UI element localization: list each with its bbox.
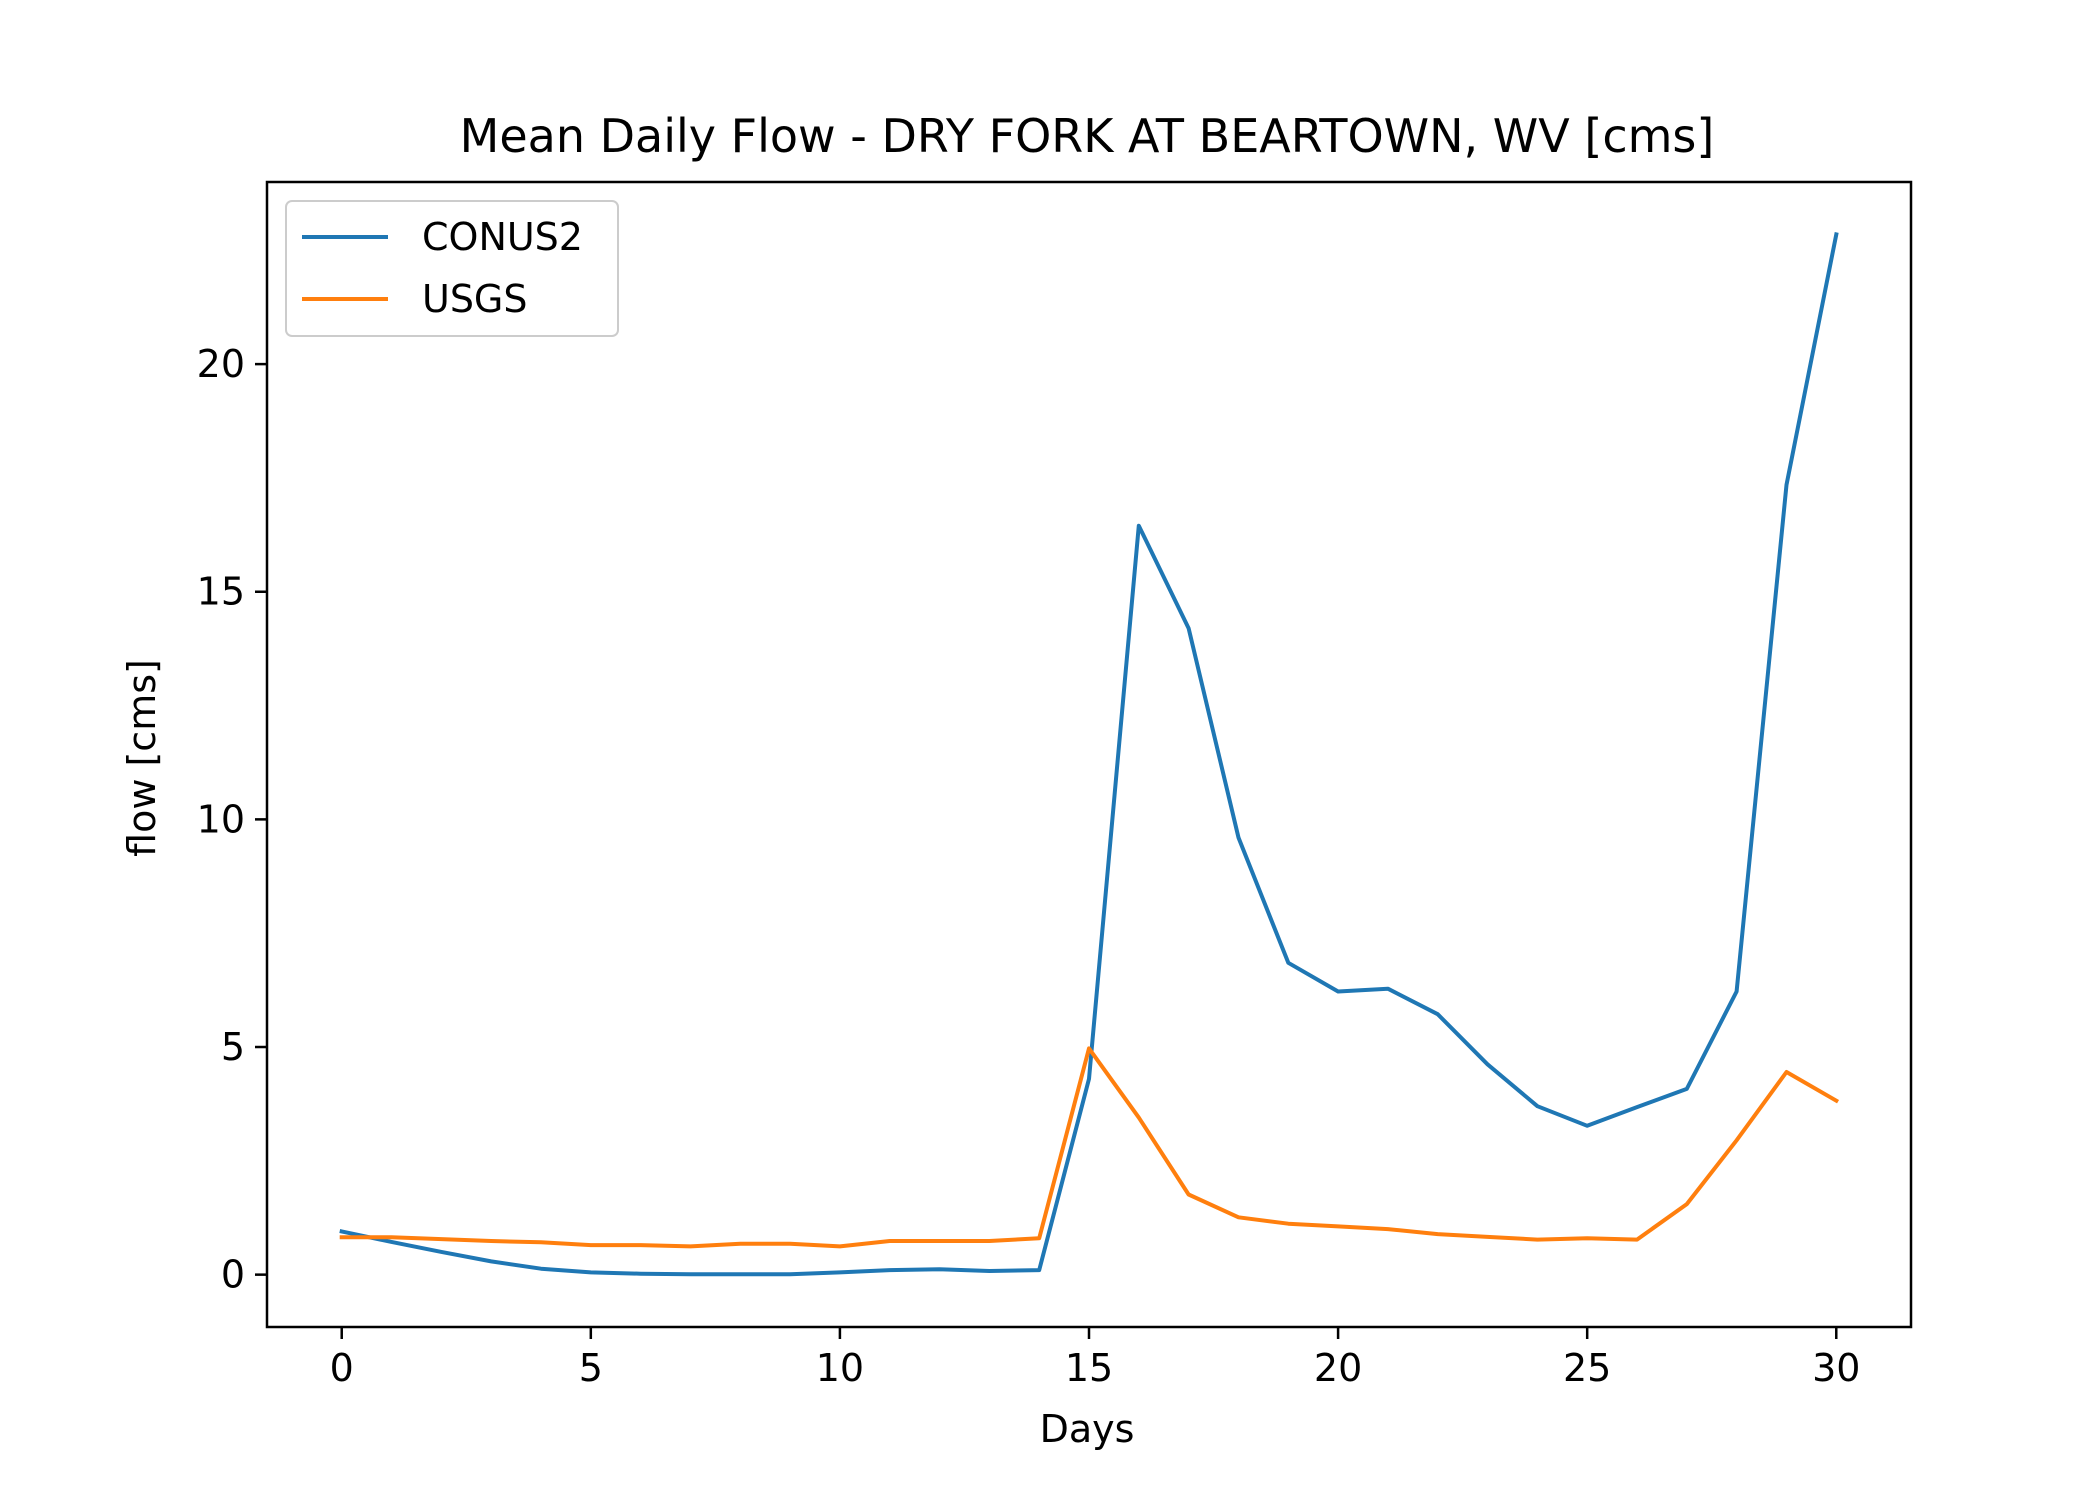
legend-label-1: USGS	[422, 277, 528, 321]
x-axis-label: Days	[1040, 1407, 1135, 1451]
y-tick-label-0: 0	[221, 1253, 245, 1297]
x-tick-label-5: 25	[1563, 1346, 1611, 1390]
legend-label-0: CONUS2	[422, 215, 583, 259]
x-axis: 0 5 10 15 20 25 30	[330, 1327, 1860, 1390]
x-tick-label-4: 20	[1314, 1346, 1362, 1390]
x-tick-label-1: 5	[579, 1346, 603, 1390]
series-line-1	[339, 1046, 1840, 1249]
y-tick-label-2: 10	[197, 797, 245, 841]
series-line-0	[339, 232, 1839, 1277]
plot-area	[265, 180, 1913, 1329]
x-tick-label-6: 30	[1812, 1346, 1860, 1390]
plot-frame	[265, 180, 1913, 1329]
y-axis: 0 5 10 15 20	[197, 342, 267, 1297]
y-tick-label-3: 15	[197, 570, 245, 614]
chart-title: Mean Daily Flow - DRY FORK AT BEARTOWN, …	[460, 109, 1715, 163]
x-tick-label-2: 10	[816, 1346, 864, 1390]
y-tick-label-4: 20	[197, 342, 245, 386]
y-axis-label: flow [cms]	[120, 659, 164, 857]
x-tick-label-3: 15	[1065, 1346, 1113, 1390]
y-tick-label-1: 5	[221, 1025, 245, 1069]
legend: CONUS2 USGS	[285, 200, 619, 337]
legend-frame	[285, 200, 619, 337]
x-tick-label-0: 0	[330, 1346, 354, 1390]
